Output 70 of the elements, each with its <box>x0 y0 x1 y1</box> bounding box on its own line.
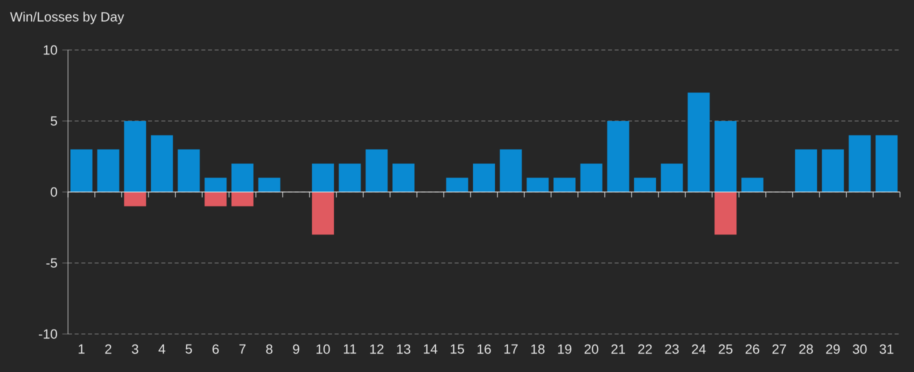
bar <box>312 192 334 235</box>
x-tick-label: 17 <box>504 344 518 354</box>
x-tick-label: 19 <box>558 344 572 354</box>
x-tick-label: 28 <box>799 344 813 354</box>
y-tick-label: -10 <box>38 329 58 339</box>
x-tick-label: 22 <box>638 344 652 354</box>
x-tick-label: 8 <box>266 344 272 354</box>
x-tick-label: 1 <box>78 344 84 354</box>
x-tick-label: 14 <box>424 344 438 354</box>
bar <box>70 149 92 192</box>
bar <box>231 192 254 206</box>
bar <box>338 164 361 192</box>
x-tick-label: 4 <box>158 344 166 354</box>
bar <box>688 92 710 192</box>
bar <box>714 192 737 235</box>
bar <box>124 121 146 192</box>
y-tick-label: -5 <box>46 258 58 268</box>
bar <box>741 178 764 192</box>
bar <box>150 135 173 192</box>
bar <box>204 178 227 192</box>
bar <box>392 164 414 192</box>
x-tick-label: 13 <box>397 344 410 354</box>
x-tick-label: 11 <box>344 344 356 354</box>
bar <box>848 135 871 192</box>
chart-title: Win/Losses by Day <box>10 12 124 24</box>
bar <box>231 164 254 192</box>
x-tick-label: 5 <box>186 344 192 354</box>
bar <box>660 164 683 192</box>
x-tick-label: 29 <box>826 344 840 354</box>
x-tick-label: 26 <box>746 344 760 354</box>
x-tick-label: 31 <box>880 344 894 354</box>
bar <box>876 135 898 192</box>
x-tick-label: 20 <box>584 344 598 354</box>
y-tick-label: 0 <box>50 187 58 197</box>
bar <box>258 178 280 192</box>
x-tick-label: 7 <box>239 344 246 354</box>
bar <box>312 164 334 192</box>
x-tick-label: 15 <box>450 344 464 354</box>
x-tick-label: 3 <box>132 344 138 354</box>
y-tick-label: 5 <box>50 116 58 126</box>
x-tick-label: 23 <box>665 344 679 354</box>
x-tick-label: 21 <box>611 344 625 354</box>
x-tick-label: 10 <box>316 344 330 354</box>
x-tick-label: 12 <box>370 344 384 354</box>
bar <box>366 149 388 192</box>
bar <box>795 149 818 192</box>
bar <box>204 192 227 206</box>
bar <box>473 164 495 192</box>
bar <box>178 149 200 192</box>
bar <box>822 149 844 192</box>
bar <box>446 178 468 192</box>
x-tick-label: 2 <box>105 344 112 354</box>
bar <box>634 178 656 192</box>
x-tick-label: 24 <box>692 344 706 354</box>
x-tick-label: 16 <box>478 344 491 354</box>
x-tick-label: 30 <box>852 344 867 354</box>
bar <box>714 121 737 192</box>
x-tick-label: 27 <box>772 344 786 354</box>
bar <box>580 164 602 192</box>
x-tick-label: 6 <box>212 344 219 354</box>
bar <box>554 178 576 192</box>
x-tick-label: 9 <box>293 344 300 354</box>
bar <box>526 178 549 192</box>
y-tick-label: 10 <box>44 45 58 55</box>
x-tick-label: 18 <box>531 344 545 354</box>
bar <box>97 149 120 192</box>
bar <box>500 149 522 192</box>
x-tick-label: 25 <box>718 344 732 354</box>
bar <box>124 192 146 206</box>
bar <box>607 121 630 192</box>
